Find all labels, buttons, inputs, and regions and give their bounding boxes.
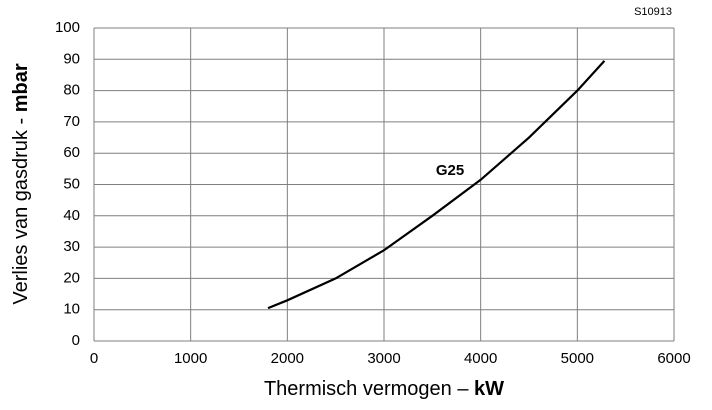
- y-tick-label: 20: [63, 269, 80, 286]
- x-axis-label: Thermisch vermogen – kW: [264, 378, 504, 400]
- y-tick-label: 10: [63, 301, 80, 318]
- y-tick-label: 60: [63, 144, 80, 161]
- y-tick-label: 50: [63, 175, 80, 192]
- x-tick-label: 2000: [271, 350, 304, 367]
- y-tick-label: 30: [63, 238, 80, 255]
- x-tick-label: 1000: [174, 350, 207, 367]
- x-tick-label: 4000: [464, 350, 497, 367]
- x-axis-label-unit: kW: [474, 378, 504, 400]
- curve-label: G25: [436, 162, 464, 179]
- x-tick-label: 3000: [367, 350, 400, 367]
- x-tick-label: 5000: [561, 350, 594, 367]
- x-tick-label: 0: [90, 350, 98, 367]
- y-tick-label: 90: [63, 50, 80, 67]
- x-tick-label: 6000: [657, 350, 690, 367]
- figure-code: S10913: [634, 6, 672, 18]
- y-tick-label: 100: [55, 19, 80, 36]
- y-tick-label: 80: [63, 82, 80, 99]
- y-axis-label: Verlies van gasdruk - mbar: [10, 63, 32, 304]
- x-axis-label-text: Thermisch vermogen –: [264, 378, 474, 400]
- y-tick-label: 70: [63, 113, 80, 130]
- y-axis-label-text: Verlies van gasdruk -: [10, 112, 32, 304]
- y-axis-label-unit: mbar: [10, 63, 32, 112]
- data-line: [267, 60, 606, 310]
- y-tick-label: 0: [72, 332, 80, 349]
- y-tick-label: 40: [63, 207, 80, 224]
